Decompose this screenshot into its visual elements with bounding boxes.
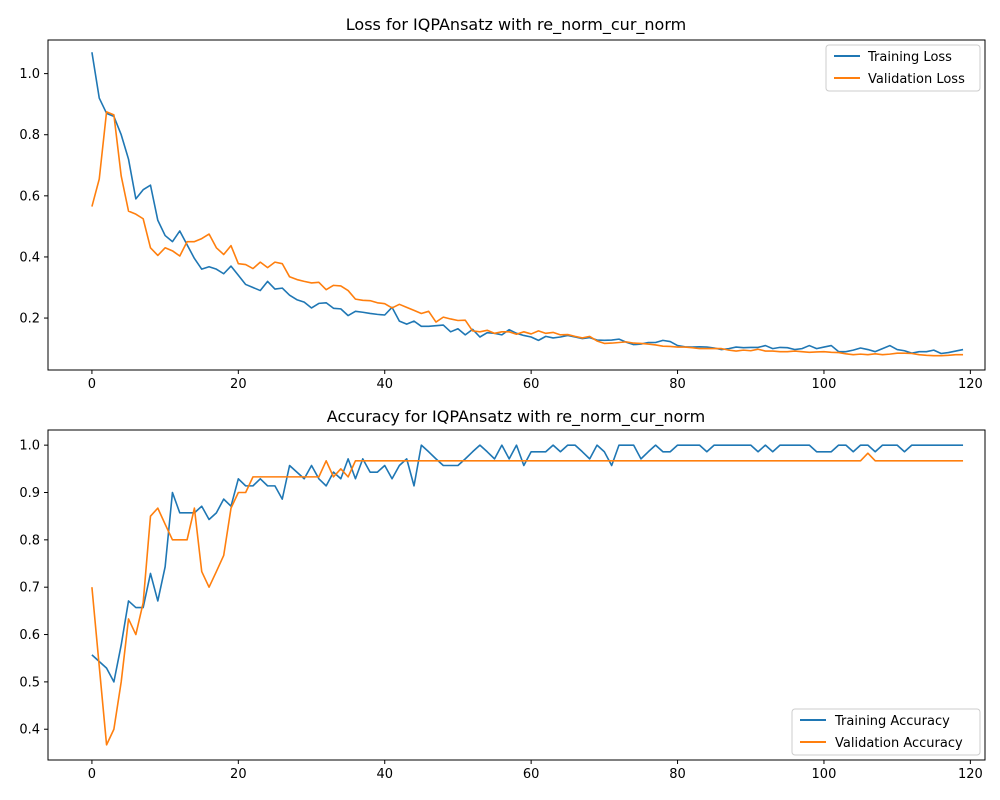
accuracy-x-tick-label: 20 <box>230 767 247 782</box>
accuracy-chart-plot-frame <box>47 429 986 761</box>
loss-legend-label-validation: Validation Loss <box>868 72 965 87</box>
accuracy-x-tick-label: 0 <box>88 767 96 782</box>
accuracy-y-tick-label: 0.8 <box>19 533 40 548</box>
loss-y-tick-label: 0.2 <box>19 312 40 327</box>
accuracy-y-tick-label: 0.7 <box>19 581 40 596</box>
loss-y-tick-label: 1.0 <box>19 67 40 82</box>
accuracy-chart-title: Accuracy for IQPAnsatz with re_norm_cur_… <box>327 407 705 427</box>
loss-x-tick-label: 120 <box>958 377 983 392</box>
accuracy-y-tick-label: 1.0 <box>19 439 40 454</box>
accuracy-series-line-training <box>91 444 964 683</box>
accuracy-chart-x-ticks: 0 20 40 60 80 100 120 <box>88 760 983 782</box>
accuracy-legend-box <box>791 708 981 756</box>
accuracy-x-tick-label: 60 <box>523 767 540 782</box>
loss-chart-x-ticks: 0 20 40 60 80 100 120 <box>88 370 983 392</box>
accuracy-x-tick-label: 100 <box>812 767 837 782</box>
accuracy-y-tick-label: 0.5 <box>19 675 40 690</box>
accuracy-y-tick-label: 0.9 <box>19 486 40 501</box>
loss-legend-label-training: Training Loss <box>867 50 952 65</box>
accuracy-chart-legend: Training Accuracy Validation Accuracy <box>791 708 981 756</box>
loss-x-tick-label: 60 <box>523 377 540 392</box>
accuracy-legend-label-validation: Validation Accuracy <box>835 736 963 751</box>
loss-x-tick-label: 20 <box>230 377 247 392</box>
loss-y-tick-label: 0.4 <box>19 250 40 265</box>
loss-y-tick-label: 0.6 <box>19 189 40 204</box>
loss-x-tick-label: 80 <box>669 377 686 392</box>
accuracy-y-tick-label: 0.6 <box>19 628 40 643</box>
loss-x-tick-label: 0 <box>88 377 96 392</box>
accuracy-chart: Accuracy for IQPAnsatz with re_norm_cur_… <box>19 407 986 782</box>
accuracy-x-tick-label: 120 <box>958 767 983 782</box>
loss-chart: Loss for IQPAnsatz with re_norm_cur_norm… <box>19 15 986 392</box>
loss-chart-legend: Training Loss Validation Loss <box>825 44 981 92</box>
loss-chart-lines <box>91 52 964 357</box>
accuracy-y-tick-label: 0.4 <box>19 723 40 738</box>
accuracy-series-line-validation <box>91 452 964 746</box>
loss-series-line-validation <box>91 111 964 357</box>
loss-chart-y-ticks: 0.2 0.4 0.6 0.8 1.0 <box>19 67 48 327</box>
loss-legend-box <box>825 44 981 92</box>
accuracy-x-tick-label: 80 <box>669 767 686 782</box>
accuracy-x-tick-label: 40 <box>376 767 393 782</box>
accuracy-chart-y-ticks: 0.4 0.5 0.6 0.7 0.8 0.9 1.0 <box>19 439 48 738</box>
loss-x-tick-label: 100 <box>812 377 837 392</box>
accuracy-legend-label-training: Training Accuracy <box>834 714 950 729</box>
loss-y-tick-label: 0.8 <box>19 128 40 143</box>
loss-series-line-training <box>91 52 964 355</box>
accuracy-chart-lines <box>91 444 964 746</box>
loss-x-tick-label: 40 <box>376 377 393 392</box>
loss-chart-title: Loss for IQPAnsatz with re_norm_cur_norm <box>346 15 686 35</box>
loss-chart-plot-frame <box>47 39 986 371</box>
